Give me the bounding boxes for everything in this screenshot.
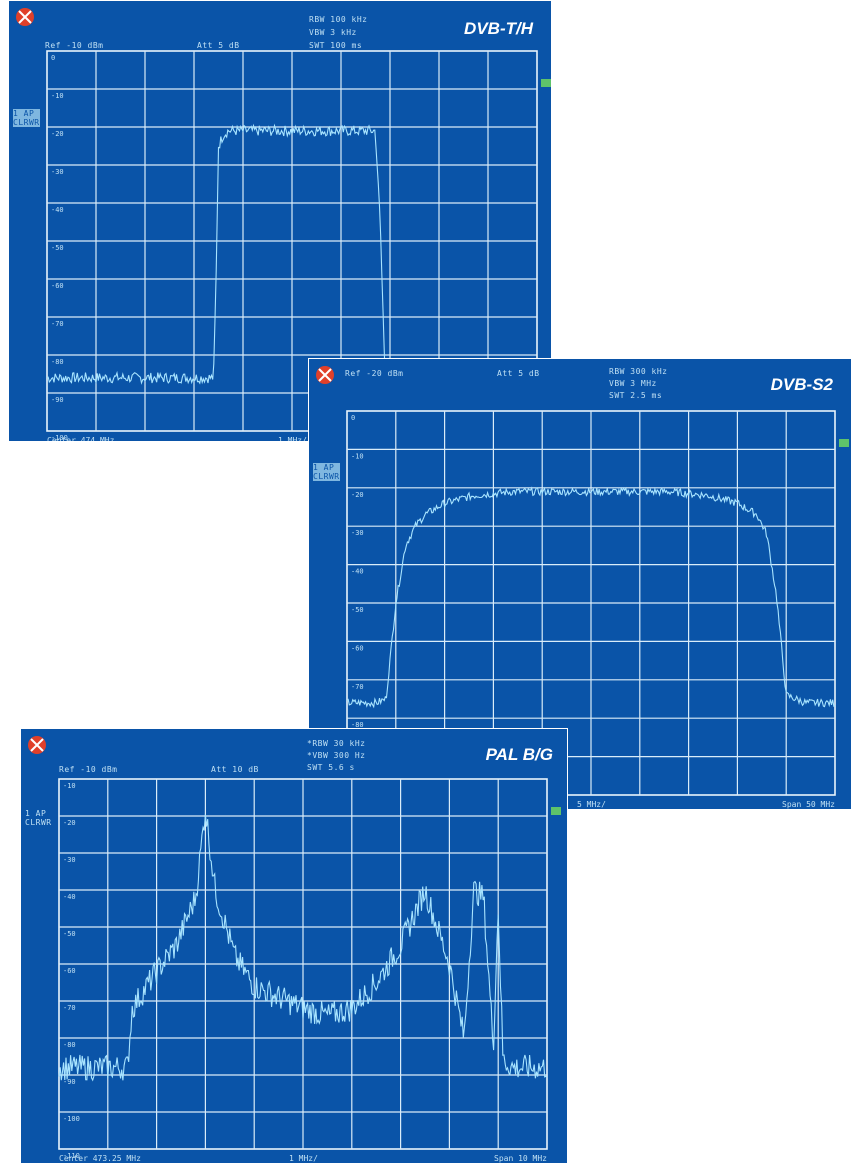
y-tick-label: -10 bbox=[51, 92, 64, 100]
spectrum-panel-dvbt: DVB-T/H Ref -10 dBm Att 5 dB RBW 100 kHz… bbox=[8, 0, 552, 442]
y-tick-label: -70 bbox=[63, 1004, 76, 1012]
rs-logo-icon bbox=[28, 736, 46, 754]
span-per-division: 1 MHz/ bbox=[289, 1154, 318, 1163]
y-tick-label: -30 bbox=[51, 168, 64, 176]
y-tick-label: -40 bbox=[351, 568, 364, 576]
rs-logo-icon bbox=[316, 366, 334, 384]
y-tick-label: -50 bbox=[51, 244, 64, 252]
rbw: *RBW 30 kHz bbox=[307, 739, 366, 748]
y-tick-label: -40 bbox=[51, 206, 64, 214]
rbw: RBW 100 kHz bbox=[309, 15, 368, 24]
marker-indicator bbox=[839, 439, 849, 447]
y-tick-label: -30 bbox=[63, 856, 76, 864]
y-tick-label: -50 bbox=[63, 930, 76, 938]
ref-level: Ref -20 dBm bbox=[345, 369, 404, 378]
attenuation: Att 5 dB bbox=[497, 369, 540, 378]
trace-mode: 1 AP CLRWR bbox=[13, 109, 40, 127]
y-tick-label: 0 bbox=[51, 54, 55, 62]
vbw: VBW 3 kHz bbox=[309, 28, 357, 37]
y-tick-label: -90 bbox=[51, 396, 64, 404]
y-tick-label: -10 bbox=[63, 782, 76, 790]
y-tick-label: -80 bbox=[351, 721, 364, 729]
y-tick-label: -70 bbox=[351, 683, 364, 691]
marker-indicator bbox=[551, 807, 561, 815]
sweep-time: SWT 5.6 s bbox=[307, 763, 355, 772]
y-tick-label: -110 bbox=[63, 1152, 80, 1160]
attenuation: Att 5 dB bbox=[197, 41, 240, 50]
frequency-span: Span 10 MHz bbox=[494, 1154, 547, 1163]
sweep-time: SWT 2.5 ms bbox=[609, 391, 663, 400]
y-tick-label: -20 bbox=[63, 819, 76, 827]
y-tick-label: 0 bbox=[351, 414, 355, 422]
rbw: RBW 300 kHz bbox=[609, 367, 668, 376]
spectrum-trace bbox=[58, 814, 548, 1082]
span-per-division: 5 MHz/ bbox=[577, 800, 606, 809]
vbw: VBW 3 MHz bbox=[609, 379, 657, 388]
y-tick-label: -20 bbox=[351, 491, 364, 499]
sweep-time: SWT 100 ms bbox=[309, 41, 363, 50]
y-tick-label: -90 bbox=[63, 1078, 76, 1086]
chart-title: DVB-S2 bbox=[770, 375, 833, 394]
frequency-span: Span 50 MHz bbox=[782, 800, 835, 809]
y-tick-label: -10 bbox=[351, 452, 364, 460]
spectrum-trace bbox=[346, 486, 836, 709]
y-tick-label: -30 bbox=[351, 529, 364, 537]
y-tick-label: -20 bbox=[51, 130, 64, 138]
y-tick-label: -40 bbox=[63, 893, 76, 901]
ref-level: Ref -10 dBm bbox=[59, 765, 118, 774]
y-tick-label: -50 bbox=[351, 606, 364, 614]
spectrum-plot: -10 -20 -30 -40 -50 -60 -70 -80 -90 -100 -110Cente… bbox=[28, 736, 561, 1163]
y-tick-label: -80 bbox=[63, 1041, 76, 1049]
y-tick-label: -80 bbox=[51, 358, 64, 366]
spectrum-panel-pal: PAL B/G Ref -10 dBm Att 10 dB *RBW 30 kH… bbox=[20, 728, 568, 1164]
y-tick-label: -60 bbox=[51, 282, 64, 290]
vbw: *VBW 300 Hz bbox=[307, 751, 366, 760]
y-tick-label: -100 bbox=[63, 1115, 80, 1123]
y-tick-label: -100 bbox=[51, 434, 68, 442]
rs-logo-icon bbox=[16, 8, 34, 26]
center-frequency: Center 473.25 MHz bbox=[59, 1154, 141, 1163]
trace-mode: 1 AP CLRWR bbox=[25, 809, 52, 827]
trace-mode: 1 AP CLRWR bbox=[313, 463, 340, 481]
y-tick-label: -70 bbox=[51, 320, 64, 328]
chart-title: PAL B/G bbox=[485, 745, 553, 764]
span-per-division: 1 MHz/ bbox=[278, 436, 307, 442]
y-tick-label: -60 bbox=[63, 967, 76, 975]
marker-indicator bbox=[541, 79, 551, 87]
center-frequency: Center 474 MHz bbox=[47, 436, 115, 442]
attenuation: Att 10 dB bbox=[211, 765, 259, 774]
chart-title: DVB-T/H bbox=[464, 19, 533, 38]
y-tick-label: -60 bbox=[351, 644, 364, 652]
ref-level: Ref -10 dBm bbox=[45, 41, 104, 50]
